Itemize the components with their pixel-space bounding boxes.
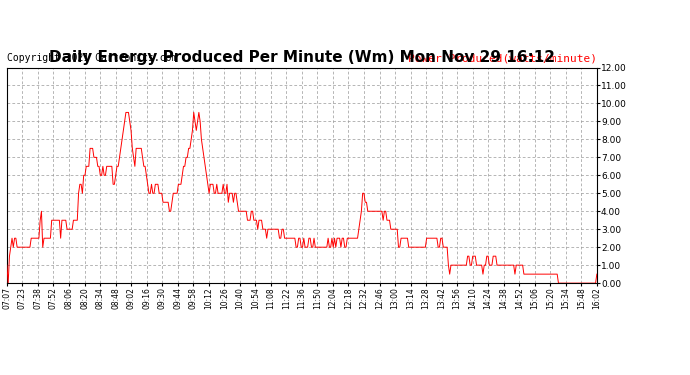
Text: Copyright 2021 Cartronics.com: Copyright 2021 Cartronics.com <box>7 53 177 63</box>
Text: Power Produced(watts/minute): Power Produced(watts/minute) <box>408 53 597 63</box>
Title: Daily Energy Produced Per Minute (Wm) Mon Nov 29 16:12: Daily Energy Produced Per Minute (Wm) Mo… <box>49 50 555 65</box>
